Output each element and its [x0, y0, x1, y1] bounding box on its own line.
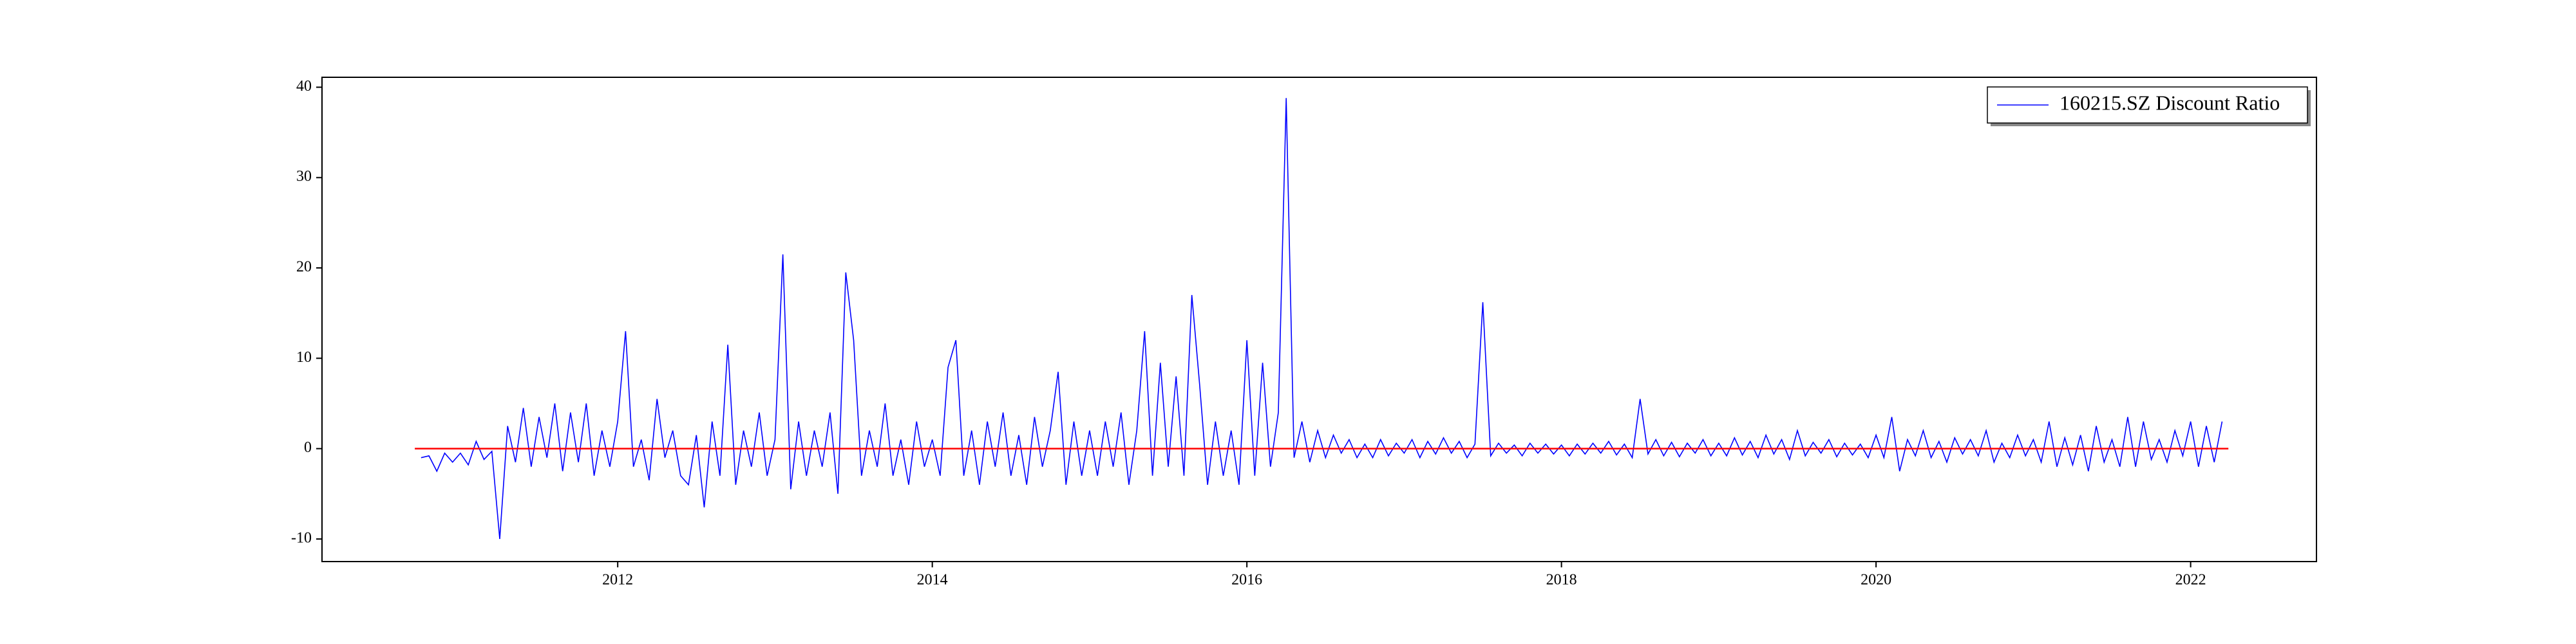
- data-line: [421, 98, 2223, 540]
- y-tick-label: 30: [296, 168, 312, 185]
- x-tick-label: 2018: [1546, 572, 1577, 589]
- legend-label: 160215.SZ Discount Ratio: [2060, 91, 2280, 114]
- x-tick-label: 2016: [1231, 572, 1262, 589]
- x-tick-label: 2012: [602, 572, 633, 589]
- y-tick-label: -10: [291, 529, 312, 546]
- x-tick-label: 2022: [2175, 572, 2206, 589]
- x-tick-label: 2014: [917, 572, 948, 589]
- y-tick-label: 10: [296, 349, 312, 366]
- y-tick-label: 0: [304, 439, 312, 456]
- y-tick-label: 20: [296, 259, 312, 276]
- x-tick-label: 2020: [1861, 572, 1891, 589]
- y-tick-label: 40: [296, 78, 312, 95]
- plot-frame: [321, 77, 2317, 562]
